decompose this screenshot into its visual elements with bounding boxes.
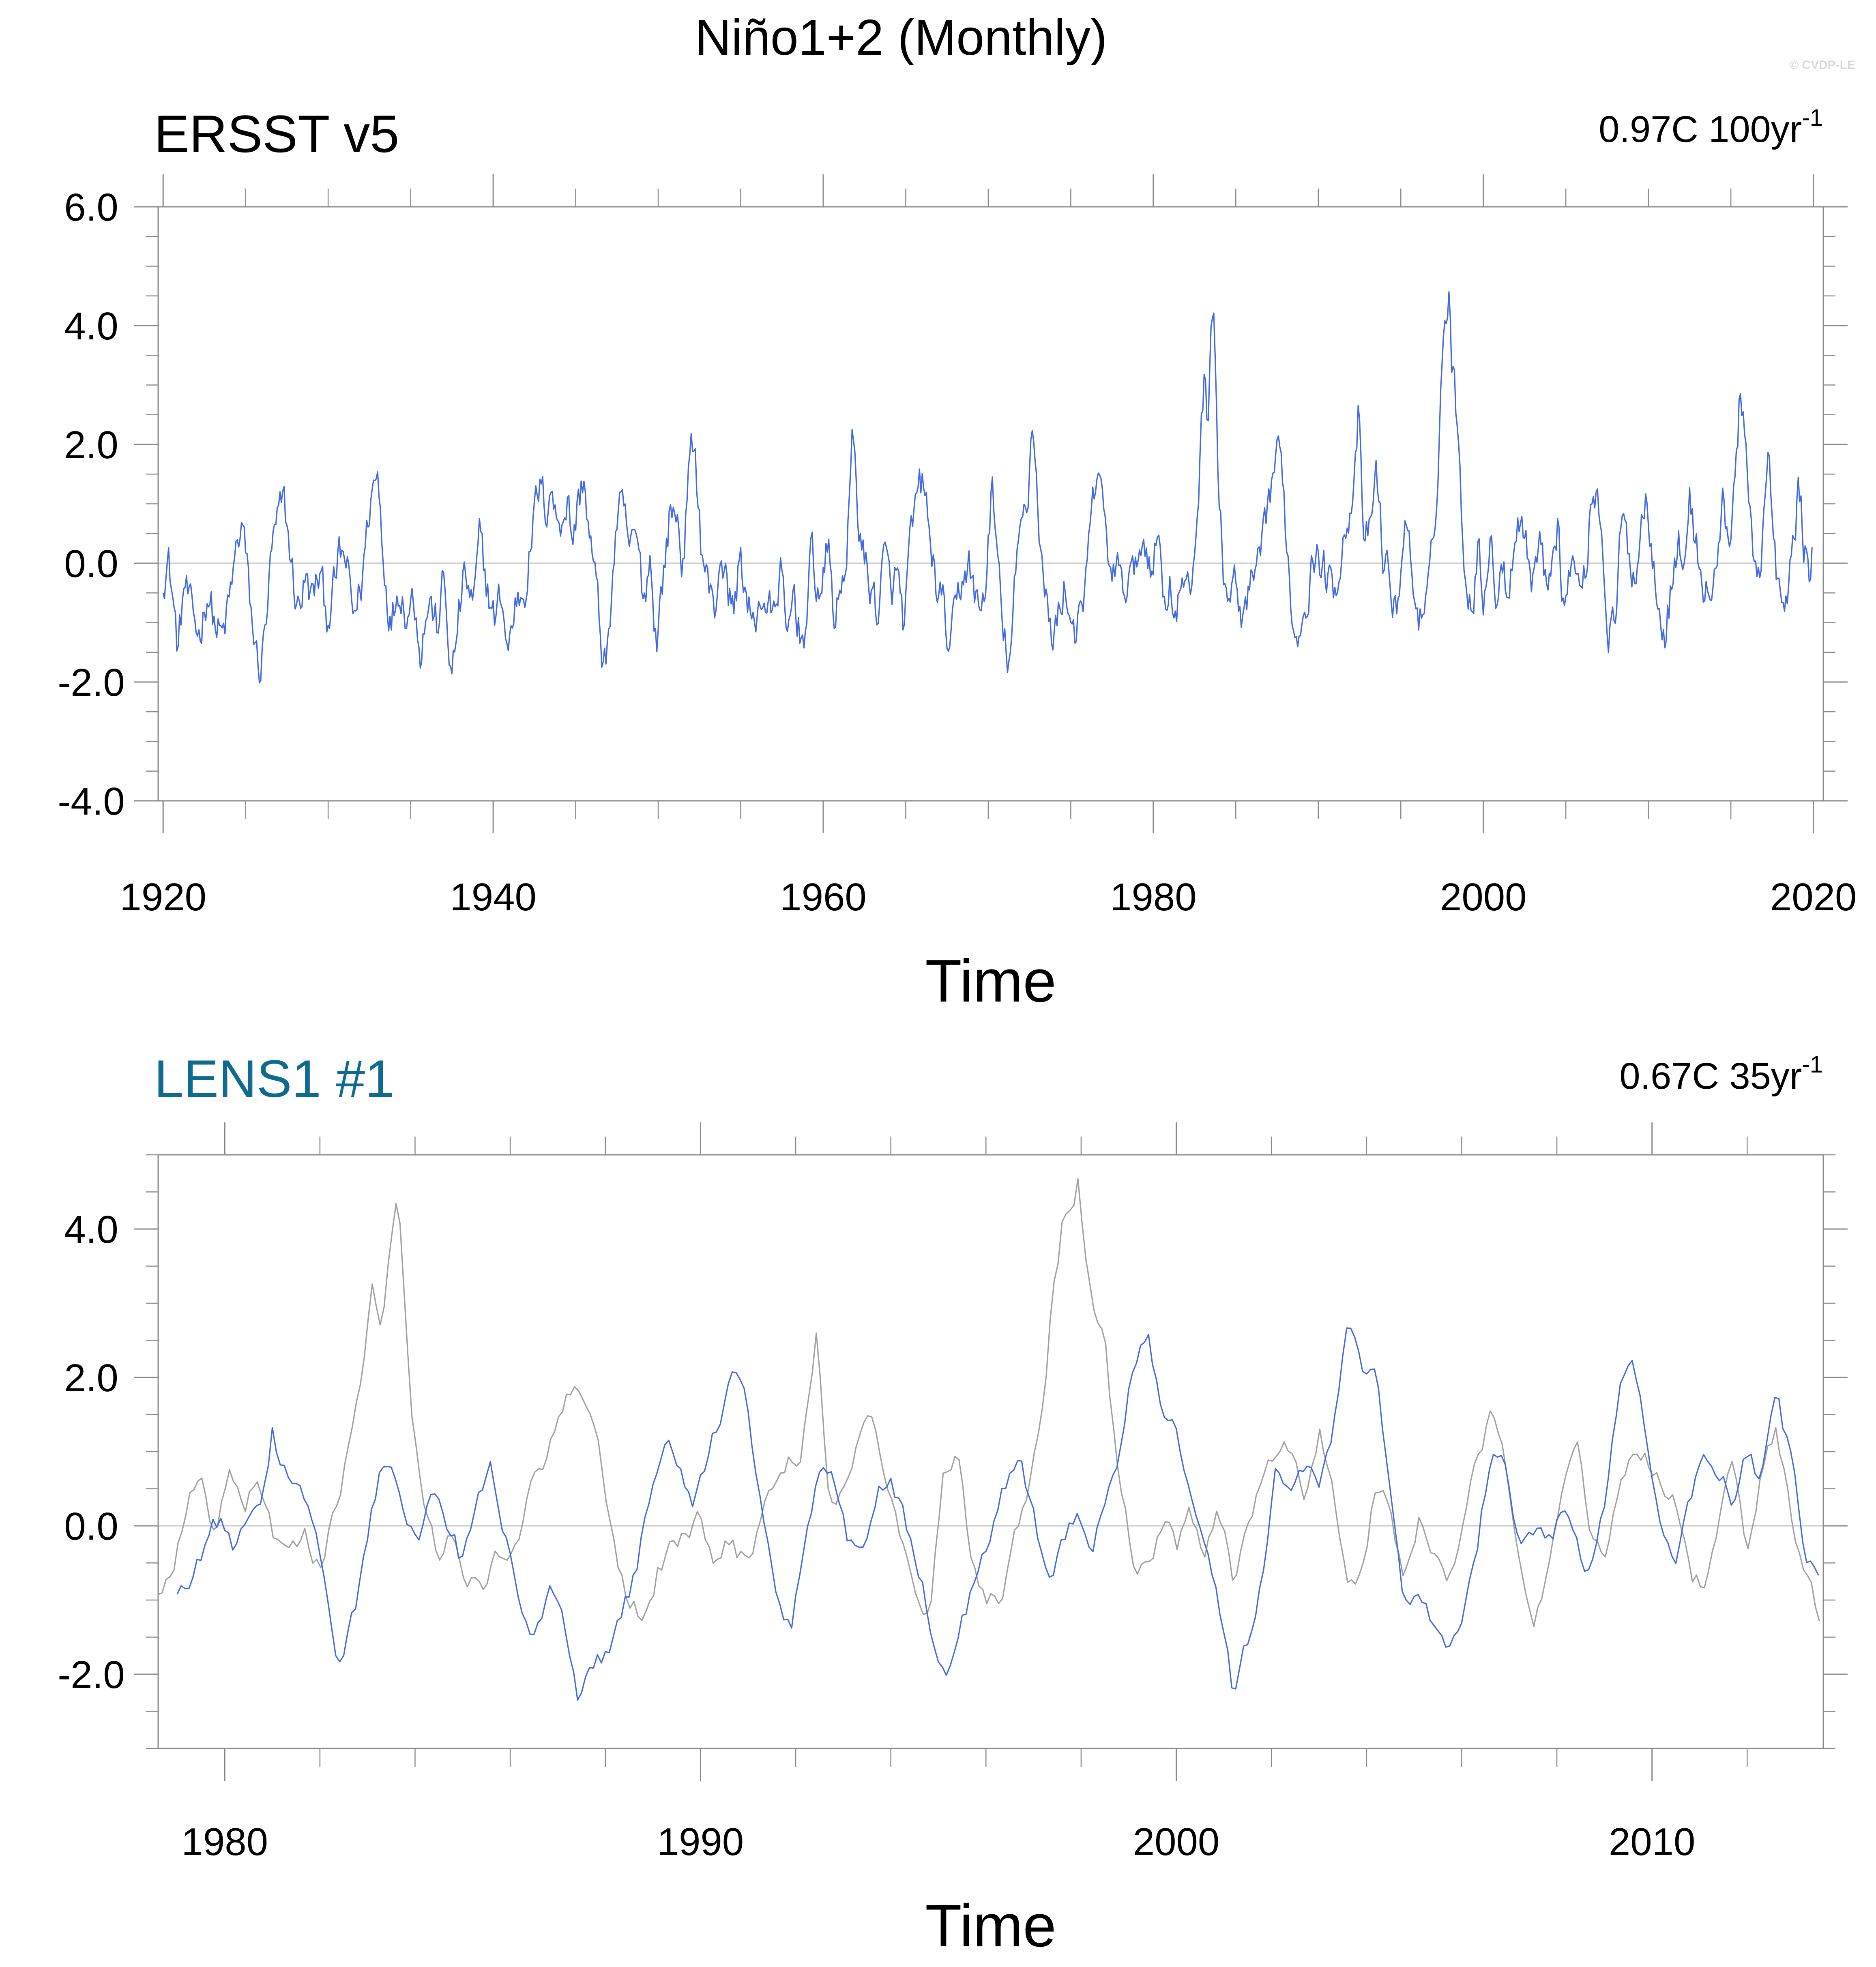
- panel-title: LENS1 #1: [154, 1049, 395, 1108]
- x-tick-label: 2010: [1609, 1820, 1696, 1864]
- series-line-primary: [162, 291, 1813, 684]
- chart-panel-top: ERSST v5 0.97C 100yr-1 6.0 4.0 2.0 0.0 -2.0 -4.…: [58, 104, 1857, 1015]
- y-tick-label: 4.0: [64, 305, 118, 348]
- trend-label: 0.67C 35yr-1: [1619, 1051, 1823, 1097]
- y-tick-label: -2.0: [58, 661, 124, 704]
- x-axis-title: Time: [925, 948, 1056, 1015]
- y-tick-label: 4.0: [64, 1208, 118, 1251]
- series-line-reference: [158, 1178, 1820, 1627]
- y-tick-label: -2.0: [58, 1653, 124, 1697]
- x-tick-label: 1940: [450, 875, 537, 919]
- series-line-primary: [176, 1327, 1819, 1701]
- y-tick-label: -4.0: [58, 780, 124, 823]
- trend-label: 0.97C 100yr-1: [1599, 105, 1823, 150]
- y-tick-label: 2.0: [64, 1356, 118, 1400]
- y-tick-label: 2.0: [64, 423, 118, 467]
- watermark-text: © CVDP-LE: [1790, 58, 1855, 72]
- chart-panel-bottom: LENS1 #1 0.67C 35yr-1 4.0 2.0 0.0 -2.0 1980 199…: [58, 1049, 1848, 1959]
- x-tick-label: 1990: [657, 1820, 744, 1864]
- figure-title: Niño1+2 (Monthly): [695, 10, 1108, 66]
- x-tick-label: 1980: [181, 1820, 268, 1864]
- x-tick-label: 2020: [1770, 875, 1857, 919]
- panel-title: ERSST v5: [154, 104, 399, 163]
- x-tick-label: 2000: [1133, 1820, 1220, 1864]
- x-axis-title: Time: [925, 1892, 1056, 1959]
- y-tick-label: 6.0: [64, 186, 118, 229]
- x-tick-label: 1920: [120, 875, 206, 919]
- x-tick-label: 2000: [1440, 875, 1527, 919]
- y-tick-label: 0.0: [64, 1505, 118, 1548]
- x-tick-label: 1980: [1110, 875, 1197, 919]
- y-tick-label: 0.0: [64, 542, 118, 586]
- x-tick-label: 1960: [780, 875, 867, 919]
